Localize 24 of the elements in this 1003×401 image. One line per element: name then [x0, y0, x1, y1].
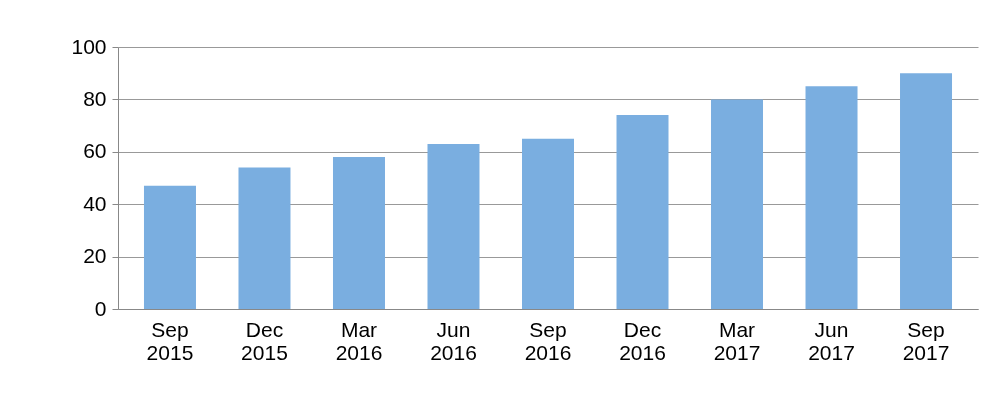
x-tick-label: Sep 2015	[146, 317, 194, 364]
bar	[616, 115, 669, 309]
bar	[143, 185, 196, 309]
bar	[332, 157, 385, 309]
x-tick-label: Mar 2016	[335, 317, 383, 364]
x-tick-label: Sep 2016	[524, 317, 572, 364]
y-tick-label: 60	[83, 139, 107, 163]
x-tick-label: Jun 2017	[808, 317, 855, 364]
y-tick-label: 40	[83, 191, 107, 215]
x-tick-label: Dec 2016	[619, 317, 666, 364]
bar	[238, 167, 291, 309]
y-tick-label: 20	[83, 244, 107, 268]
x-tick-label: Mar 2017	[713, 317, 761, 364]
x-tick-label: Dec 2015	[241, 317, 288, 364]
y-tick-label: 80	[83, 86, 107, 110]
x-tick-label: Sep 2017	[902, 317, 950, 364]
y-tick-label: 100	[71, 34, 107, 58]
bar	[711, 99, 764, 309]
y-tick-label: 0	[94, 296, 107, 320]
bar	[427, 143, 480, 309]
bar	[900, 73, 953, 309]
x-tick-label: Jun 2016	[430, 317, 477, 364]
bar	[522, 138, 574, 309]
bar	[805, 86, 858, 309]
